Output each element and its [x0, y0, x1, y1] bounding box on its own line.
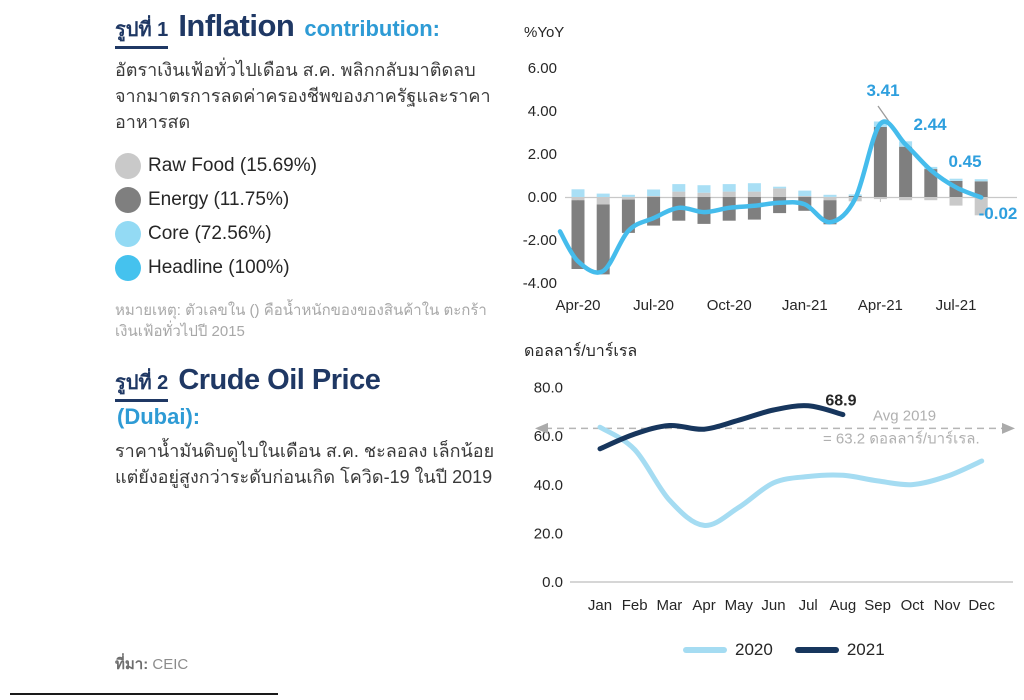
figure1-title-sub: contribution: [304, 16, 440, 41]
crude-oil-price-chart: ดอลลาร์/บาร์เรล 80.0 60.0 40.0 20.0 0.0 Jan Feb… [524, 341, 1015, 614]
inflation-contribution-chart: %YoY 6.00 4.00 2.00 0.00 -2.00 -4.00 Apr-20 Jul-… [523, 24, 1018, 314]
svg-text:0.45: 0.45 [948, 152, 981, 171]
svg-text:2.00: 2.00 [528, 146, 557, 163]
legend-label-2021: 2021 [846, 640, 885, 659]
headline-swatch-icon [115, 255, 141, 282]
svg-text:Mar: Mar [656, 597, 682, 614]
svg-text:Jul-21: Jul-21 [936, 297, 977, 314]
line-2020-swatch-icon [683, 647, 727, 653]
svg-text:= 63.2 ดอลลาร์/บาร์เรล.: = 63.2 ดอลลาร์/บาร์เรล. [823, 430, 980, 447]
svg-text:-0.02: -0.02 [979, 204, 1018, 223]
figure1-title-main: Inflation [178, 8, 295, 43]
figure1-title: รูปที่ 1 Inflation contribution: [115, 8, 515, 49]
figure2-tag: รูปที่ 2 [115, 366, 169, 402]
source-value: CEIC [152, 656, 189, 673]
raw-food-swatch-icon [115, 153, 141, 180]
svg-text:-2.00: -2.00 [523, 232, 557, 249]
legend-item-raw-food: Raw Food (15.69%) [115, 149, 515, 183]
figure2-description: ราคาน้ำมันดิบดูไบในเดือน ส.ค. ชะลอลง เล็… [115, 440, 495, 487]
legend-label: Core (72.56%) [148, 223, 272, 245]
energy-swatch-icon [115, 187, 141, 214]
svg-text:Jan: Jan [588, 597, 612, 614]
svg-text:40.0: 40.0 [534, 477, 563, 494]
svg-text:%YoY: %YoY [524, 24, 564, 41]
figure1-tag: รูปที่ 1 [115, 13, 169, 49]
svg-text:Jul-20: Jul-20 [633, 297, 674, 314]
legend-label-2020: 2020 [735, 640, 773, 659]
legend-item-headline: Headline (100%) [115, 251, 515, 285]
line-2021-swatch-icon [794, 647, 839, 653]
svg-text:20.0: 20.0 [534, 525, 563, 542]
svg-text:Feb: Feb [622, 597, 648, 614]
svg-text:2.44: 2.44 [913, 115, 947, 134]
svg-text:Oct-20: Oct-20 [707, 297, 752, 314]
svg-text:-4.00: -4.00 [523, 275, 557, 292]
svg-text:Avg 2019: Avg 2019 [873, 407, 936, 424]
figure2-title-sub: (Dubai): [117, 403, 201, 429]
svg-text:0.0: 0.0 [542, 574, 563, 591]
legend-item-energy: Energy (11.75%) [115, 183, 515, 217]
svg-text:ดอลลาร์/บาร์เรล: ดอลลาร์/บาร์เรล [524, 341, 637, 360]
svg-text:Apr-21: Apr-21 [858, 297, 903, 314]
svg-text:Nov: Nov [934, 597, 961, 614]
figure1-note: หมายเหตุ: ตัวเลขใน () คือน้ำหนักของของสิ… [115, 302, 487, 340]
legend-label: Headline (100%) [148, 257, 290, 279]
legend-label: Energy (11.75%) [148, 189, 290, 211]
svg-text:4.00: 4.00 [528, 103, 557, 120]
svg-text:Apr-20: Apr-20 [555, 297, 600, 314]
figure2-title-main: Crude Oil Price [178, 363, 381, 396]
svg-text:Jan-21: Jan-21 [782, 297, 828, 314]
legend-label: Raw Food (15.69%) [148, 155, 317, 177]
svg-text:0.00: 0.00 [528, 189, 557, 206]
svg-text:Dec: Dec [968, 597, 995, 614]
svg-text:Jul: Jul [799, 597, 818, 614]
figure2-title: รูปที่ 2 Crude Oil Price (Dubai): [115, 364, 515, 430]
svg-text:80.0: 80.0 [534, 380, 563, 397]
svg-text:Jun: Jun [761, 597, 785, 614]
figure1-description: อัตราเงินเฟ้อทั่วไปเดือน ส.ค. พลิกกลับมา… [115, 60, 491, 133]
svg-text:68.9: 68.9 [825, 393, 856, 410]
crude-oil-chart-legend: 2020 2021 [683, 640, 899, 660]
svg-text:Aug: Aug [830, 597, 857, 614]
source-label: ที่มา: [115, 656, 149, 673]
svg-text:60.0: 60.0 [534, 428, 563, 445]
svg-text:6.00: 6.00 [528, 60, 557, 77]
figure1-legend: Raw Food (15.69%) Energy (11.75%) Core (… [115, 149, 515, 285]
svg-text:Oct: Oct [901, 597, 925, 614]
legend-item-core: Core (72.56%) [115, 217, 515, 251]
svg-text:Sep: Sep [864, 597, 891, 614]
svg-text:3.41: 3.41 [866, 81, 899, 100]
svg-text:Apr: Apr [692, 597, 715, 614]
left-column: รูปที่ 1 Inflation contribution: อัตราเง… [115, 8, 515, 490]
svg-text:May: May [725, 597, 754, 614]
core-swatch-icon [115, 221, 141, 248]
source-note: ที่มา: CEIC [115, 652, 188, 676]
bottom-divider [10, 693, 278, 695]
